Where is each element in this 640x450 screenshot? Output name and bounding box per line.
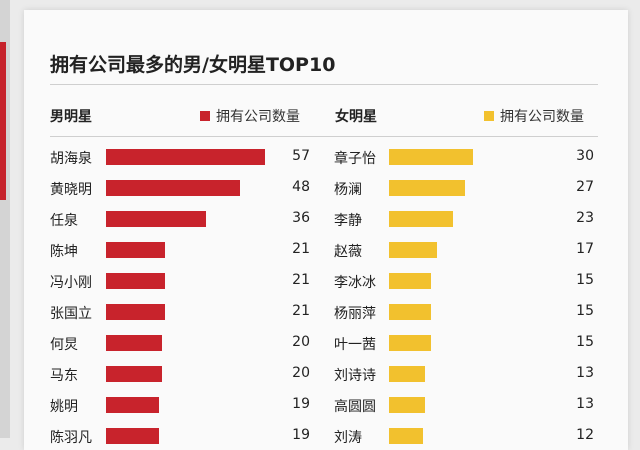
female-value-label: 15 [576,334,594,350]
male-bar [106,273,165,289]
male-row-name: 任泉 [50,213,78,229]
female-legend-swatch [484,111,494,121]
male-row-name: 冯小刚 [50,275,92,291]
female-row-name: 刘诗诗 [334,368,376,384]
female-row-name: 赵薇 [334,244,362,260]
male-value-label: 20 [292,334,310,350]
female-value-label: 12 [576,427,594,443]
male-value-label: 48 [292,179,310,195]
female-value-label: 27 [576,179,594,195]
female-row-name: 章子怡 [334,151,376,167]
male-bar [106,428,159,444]
male-legend-swatch [200,111,210,121]
female-bar [389,211,453,227]
female-row-name: 叶一茜 [334,337,376,353]
female-bar [389,180,465,196]
male-row-name: 马东 [50,368,78,384]
male-row-name: 胡海泉 [50,151,92,167]
male-row-name: 陈羽凡 [50,430,92,446]
female-row-name: 李静 [334,213,362,229]
female-bar [389,366,425,382]
female-bar [389,397,425,413]
male-bar [106,211,206,227]
male-bar [106,149,265,165]
female-legend: 拥有公司数量 [484,106,584,126]
male-value-label: 21 [292,241,310,257]
female-value-label: 15 [576,272,594,288]
male-heading: 男明星 [50,109,92,125]
female-bar [389,273,431,289]
female-legend-label: 拥有公司数量 [500,109,584,125]
male-bar [106,366,162,382]
female-value-label: 17 [576,241,594,257]
female-row-name: 刘涛 [334,430,362,446]
male-bar [106,242,165,258]
male-row-name: 张国立 [50,306,92,322]
male-legend: 拥有公司数量 [200,106,300,126]
female-bar [389,335,431,351]
female-row-name: 李冰冰 [334,275,376,291]
female-row-name: 杨澜 [334,182,362,198]
male-bar [106,304,165,320]
male-bar [106,397,159,413]
female-bar [389,242,437,258]
male-value-label: 21 [292,272,310,288]
chart-card: 拥有公司最多的男/女明星TOP10 男明星 拥有公司数量 女明星 拥有公司数量 … [24,10,628,450]
left-edge-strip [0,0,10,438]
female-bar [389,304,431,320]
header-divider [50,136,598,137]
title-divider [50,84,598,85]
male-value-label: 19 [292,396,310,412]
chart-title: 拥有公司最多的男/女明星TOP10 [50,54,336,76]
male-row-name: 何炅 [50,337,78,353]
female-row-name: 杨丽萍 [334,306,376,322]
male-legend-label: 拥有公司数量 [216,109,300,125]
male-bar [106,335,162,351]
female-value-label: 13 [576,396,594,412]
female-bar [389,149,473,165]
male-value-label: 19 [292,427,310,443]
left-edge-accent [0,42,6,200]
female-value-label: 15 [576,303,594,319]
male-value-label: 36 [292,210,310,226]
male-bar [106,180,240,196]
female-row-name: 高圆圆 [334,399,376,415]
female-heading: 女明星 [335,109,377,125]
female-value-label: 23 [576,210,594,226]
male-value-label: 21 [292,303,310,319]
female-bar [389,428,423,444]
male-value-label: 57 [292,148,310,164]
male-value-label: 20 [292,365,310,381]
female-value-label: 13 [576,365,594,381]
male-row-name: 黄晓明 [50,182,92,198]
male-row-name: 陈坤 [50,244,78,260]
male-row-name: 姚明 [50,399,78,415]
female-value-label: 30 [576,148,594,164]
